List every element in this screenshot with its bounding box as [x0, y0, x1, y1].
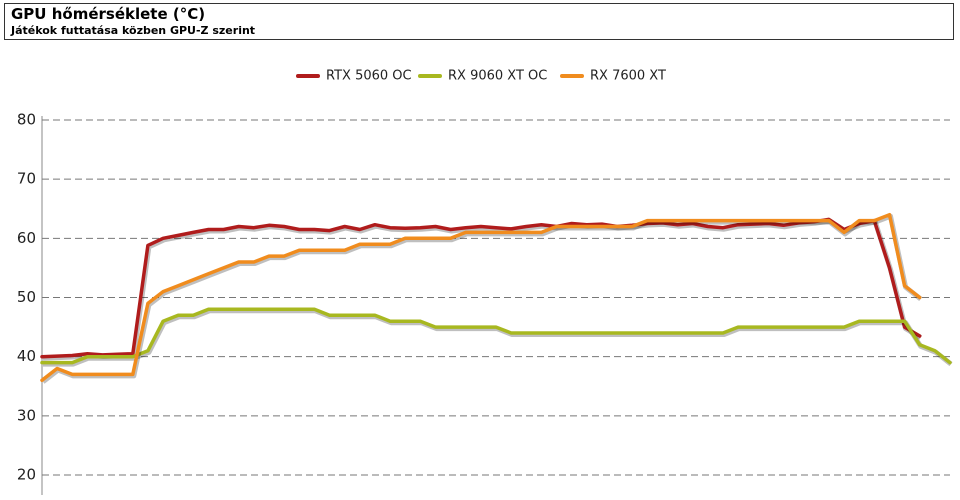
legend-label: RX 9060 XT OC — [448, 69, 547, 84]
y-tick-label: 30 — [17, 406, 36, 424]
series-line — [40, 307, 952, 365]
line-shadow — [43, 308, 953, 367]
header: GPU hőmérséklete (°C) Játékok futtatása … — [4, 3, 954, 40]
legend-label: RTX 5060 OC — [326, 69, 412, 84]
y-tick-label: 80 — [17, 111, 36, 129]
y-tick-label: 60 — [17, 229, 36, 247]
y-tick-label: 20 — [17, 466, 36, 484]
y-tick-label: 70 — [17, 170, 36, 188]
chart-title: GPU hőmérséklete (°C) — [11, 5, 206, 23]
y-tick-label: 40 — [17, 347, 36, 365]
y-tick-label: 50 — [17, 288, 36, 306]
series-line — [40, 217, 922, 359]
legend-label: RX 7600 XT — [590, 69, 666, 84]
chart-subtitle: Játékok futtatása közben GPU-Z szerint — [11, 24, 256, 37]
series-line — [40, 212, 922, 383]
